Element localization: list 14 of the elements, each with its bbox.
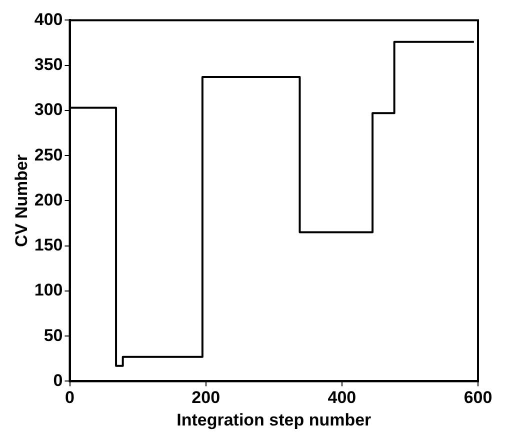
x-axis-title: Integration step number [176, 410, 372, 430]
y-tick-label: 100 [34, 280, 63, 300]
y-tick-label: 300 [34, 100, 63, 120]
y-tick-label: 400 [34, 10, 63, 29]
y-tick-label: 250 [34, 145, 63, 164]
y-tick-label: 350 [34, 55, 63, 74]
x-tick-label: 200 [192, 388, 220, 408]
x-tick-label: 600 [464, 388, 492, 408]
y-tick-label: 50 [44, 326, 63, 345]
y-axis-title: CV Number [12, 154, 31, 247]
y-tick-label: 0 [53, 370, 63, 390]
y-tick-label: 200 [34, 190, 63, 210]
x-tick-label: 400 [328, 388, 356, 408]
y-tick-label: 150 [34, 236, 63, 255]
